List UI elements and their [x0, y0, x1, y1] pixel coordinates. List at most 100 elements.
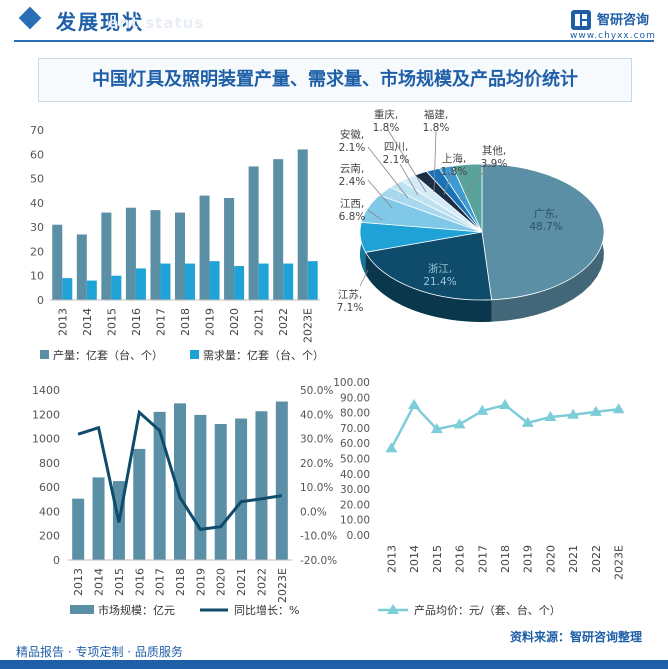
- bar-demand: [111, 275, 122, 300]
- y-tick-label: 0.00: [347, 530, 370, 542]
- x-tick-label: 2023E: [302, 308, 315, 343]
- bar-demand: [283, 263, 294, 300]
- x-tick-label: 2020: [215, 568, 228, 596]
- growth-point: [179, 497, 181, 499]
- growth-point: [118, 521, 120, 523]
- title-box: 中国灯具及照明装置产量、需求量、市场规模及产品均价统计: [38, 58, 632, 102]
- x-tick-label: 2014: [81, 308, 94, 336]
- bar-market-size: [72, 498, 85, 560]
- bar-production: [52, 224, 63, 300]
- y-tick-label: 100.00: [333, 377, 370, 389]
- bar-market-size: [214, 424, 227, 560]
- pie-slice: [364, 231, 493, 301]
- pie-label: 浙江,: [428, 263, 452, 275]
- growth-point: [240, 501, 242, 503]
- pie-label: 云南,: [340, 162, 364, 175]
- pie-percent: 7.1%: [337, 302, 364, 314]
- pie-percent: 2.1%: [339, 142, 366, 154]
- y-tick-label: 20: [30, 245, 44, 258]
- regional-pie-chart: 广东,48.7% 浙江,21.4% 江苏,7.1% 江西,6.8% 云南,2.4% 安徽,…: [337, 108, 605, 322]
- legend-label: 需求量：亿套（台、个）: [203, 348, 324, 362]
- x-tick-label: 2016: [454, 545, 467, 573]
- pie-label: 广东,: [534, 207, 558, 220]
- x-tick-label: 2021: [235, 568, 248, 596]
- y2-tick-label: 50.0%: [300, 385, 333, 397]
- pie-label: 重庆,: [374, 108, 398, 121]
- y-tick-label: 800: [39, 457, 60, 470]
- growth-point: [138, 411, 140, 413]
- x-tick-label: 2017: [154, 568, 167, 596]
- pie-leader-line: [399, 163, 419, 196]
- y-tick-label: 10.00: [340, 515, 370, 527]
- footer-slogan: 精品报告 · 专项定制 · 品质服务: [16, 645, 183, 659]
- pie-slice-side: [360, 222, 366, 275]
- bar-demand: [86, 280, 97, 300]
- pie-percent: 6.8%: [339, 211, 366, 223]
- price-point: [385, 442, 398, 453]
- market-size-chart: 0 200 400 600 800 1000 1200 1400 -20.0% -10.0% 0.0…: [32, 384, 337, 617]
- pie-label: 四川,: [384, 141, 408, 153]
- bar-production: [297, 149, 308, 300]
- y-tick-label: 10: [30, 270, 44, 283]
- price-point: [567, 408, 580, 419]
- y-tick-label: 70.00: [340, 423, 370, 435]
- pie-slice: [481, 163, 605, 301]
- bar-market-size: [255, 411, 268, 560]
- y-tick-label: 1200: [32, 408, 60, 421]
- x-tick-label: 2020: [228, 308, 241, 336]
- x-tick-label: 2018: [499, 545, 512, 573]
- x-tick-label: 2013: [56, 308, 69, 336]
- y-tick-label: 80.00: [340, 408, 370, 420]
- page-header: 发展现状 ent status 智研咨询 www.chyxx.com: [0, 0, 668, 44]
- y-tick-label: 1400: [32, 384, 60, 397]
- pie-slice-side: [365, 252, 492, 322]
- x-tick-label: 2017: [476, 545, 489, 573]
- pie-percent: 1.8%: [441, 166, 468, 178]
- y-tick-label: 90.00: [340, 392, 370, 404]
- y-tick-label: 40.00: [340, 469, 370, 481]
- x-tick-label: 2019: [204, 308, 217, 336]
- x-tick-label: 2015: [113, 568, 126, 596]
- section-subtitle-en: ent status: [108, 14, 205, 32]
- bar-market-size: [275, 401, 288, 560]
- y2-tick-label: -10.0%: [300, 531, 337, 543]
- x-tick-label: 2014: [93, 568, 106, 596]
- logo-name: 智研咨询: [597, 13, 650, 28]
- pie-label: 福建,: [424, 108, 448, 121]
- y2-tick-label: 10.0%: [300, 482, 333, 494]
- x-tick-label: 2023E: [613, 545, 626, 580]
- growth-point: [260, 498, 262, 500]
- bar-market-size: [92, 477, 105, 560]
- x-tick-label: 2021: [567, 545, 580, 573]
- x-tick-label: 2014: [408, 545, 421, 573]
- price-point: [408, 398, 421, 409]
- x-tick-label: 2022: [277, 308, 290, 336]
- price-point: [476, 404, 489, 415]
- y-tick-label: 60: [30, 148, 44, 161]
- y2-tick-label: -20.0%: [300, 555, 337, 567]
- bar-demand: [135, 268, 146, 300]
- diamond-icon: [18, 6, 42, 30]
- price-point: [521, 416, 534, 427]
- growth-point: [199, 528, 201, 530]
- bar-production: [175, 212, 185, 300]
- y2-tick-label: 0.0%: [300, 506, 327, 518]
- legend-label: 产品均价：元/（套、台、个）: [414, 603, 561, 617]
- pie-label: 上海,: [442, 152, 466, 165]
- growth-point: [159, 430, 161, 432]
- bar-demand: [62, 278, 73, 300]
- bar-demand: [160, 263, 171, 300]
- bar-demand: [258, 263, 269, 300]
- price-point: [544, 411, 557, 422]
- price-point: [430, 423, 443, 434]
- x-tick-label: 2013: [72, 568, 85, 596]
- pie-percent: 1.8%: [373, 122, 400, 134]
- legend-label: 产量：亿套（台、个）: [53, 348, 163, 362]
- x-tick-label: 2016: [130, 308, 143, 336]
- bar-production: [150, 210, 161, 300]
- price-point: [453, 418, 466, 429]
- pie-percent: 3.9%: [481, 158, 508, 170]
- growth-point: [77, 433, 79, 435]
- x-tick-label: 2019: [522, 545, 535, 573]
- x-tick-label: 2021: [253, 308, 266, 336]
